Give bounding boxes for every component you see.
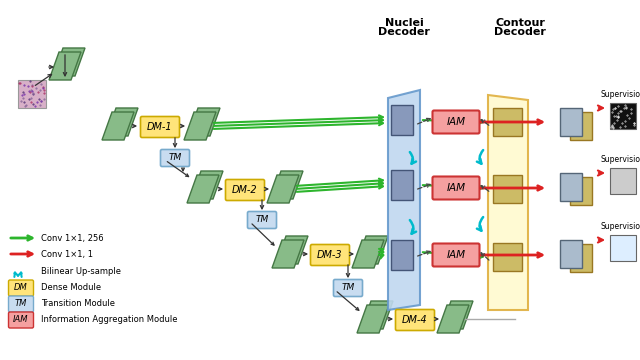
Polygon shape	[391, 240, 413, 270]
Polygon shape	[570, 244, 592, 272]
Polygon shape	[388, 90, 420, 310]
Text: Supervision: Supervision	[600, 222, 640, 231]
FancyBboxPatch shape	[433, 111, 479, 134]
Polygon shape	[441, 301, 473, 329]
Text: IAM: IAM	[447, 117, 465, 127]
FancyBboxPatch shape	[8, 296, 33, 312]
Polygon shape	[187, 175, 219, 203]
Text: Bilinear Up-sample: Bilinear Up-sample	[41, 267, 121, 276]
Polygon shape	[49, 52, 81, 80]
Polygon shape	[276, 236, 308, 264]
Polygon shape	[102, 112, 134, 140]
Text: Information Aggregation Module: Information Aggregation Module	[41, 315, 177, 324]
Polygon shape	[267, 175, 299, 203]
Polygon shape	[356, 236, 388, 264]
Text: Nuclei: Nuclei	[385, 18, 424, 28]
Text: DM-2: DM-2	[232, 185, 258, 195]
Text: Contour: Contour	[495, 18, 545, 28]
Polygon shape	[560, 240, 582, 268]
Text: Conv 1×1, 256: Conv 1×1, 256	[41, 234, 104, 243]
FancyBboxPatch shape	[396, 310, 435, 330]
FancyBboxPatch shape	[248, 211, 276, 229]
Text: TM: TM	[15, 300, 27, 309]
FancyBboxPatch shape	[18, 80, 46, 108]
Polygon shape	[357, 305, 389, 333]
Text: IAM: IAM	[447, 250, 465, 260]
Polygon shape	[493, 108, 522, 136]
Text: IAM: IAM	[13, 315, 29, 324]
Polygon shape	[488, 95, 528, 310]
FancyBboxPatch shape	[610, 103, 636, 129]
Polygon shape	[271, 171, 303, 199]
Polygon shape	[106, 108, 138, 136]
Polygon shape	[53, 48, 85, 76]
Polygon shape	[191, 171, 223, 199]
Text: Conv 1×1, 1: Conv 1×1, 1	[41, 249, 93, 258]
FancyBboxPatch shape	[610, 168, 636, 194]
FancyBboxPatch shape	[161, 149, 189, 166]
FancyBboxPatch shape	[8, 280, 33, 296]
Text: DM-1: DM-1	[147, 122, 173, 132]
Polygon shape	[560, 173, 582, 201]
FancyBboxPatch shape	[8, 312, 33, 328]
Polygon shape	[361, 301, 393, 329]
FancyBboxPatch shape	[610, 235, 636, 261]
Text: Transition Module: Transition Module	[41, 300, 115, 309]
Polygon shape	[493, 243, 522, 271]
Text: DM-4: DM-4	[402, 315, 428, 325]
Polygon shape	[184, 112, 216, 140]
Polygon shape	[570, 112, 592, 140]
Text: TM: TM	[341, 284, 355, 292]
Polygon shape	[272, 240, 304, 268]
Text: DM: DM	[14, 284, 28, 292]
Text: Decoder: Decoder	[494, 27, 546, 37]
Text: TM: TM	[168, 153, 182, 162]
Text: Dense Module: Dense Module	[41, 284, 101, 292]
Polygon shape	[437, 305, 469, 333]
FancyBboxPatch shape	[333, 279, 362, 297]
Polygon shape	[352, 240, 384, 268]
Polygon shape	[391, 170, 413, 200]
FancyBboxPatch shape	[310, 244, 349, 266]
Polygon shape	[188, 108, 220, 136]
Text: Supervision: Supervision	[600, 155, 640, 164]
FancyBboxPatch shape	[433, 243, 479, 266]
Polygon shape	[570, 177, 592, 205]
FancyBboxPatch shape	[433, 176, 479, 199]
Polygon shape	[560, 108, 582, 136]
Text: Supervision: Supervision	[600, 90, 640, 99]
Text: IAM: IAM	[447, 183, 465, 193]
Text: Decoder: Decoder	[378, 27, 430, 37]
Polygon shape	[493, 175, 522, 203]
Text: TM: TM	[255, 216, 269, 225]
FancyBboxPatch shape	[141, 117, 179, 138]
Polygon shape	[391, 105, 413, 135]
Text: DM-3: DM-3	[317, 250, 343, 260]
FancyBboxPatch shape	[225, 180, 264, 201]
